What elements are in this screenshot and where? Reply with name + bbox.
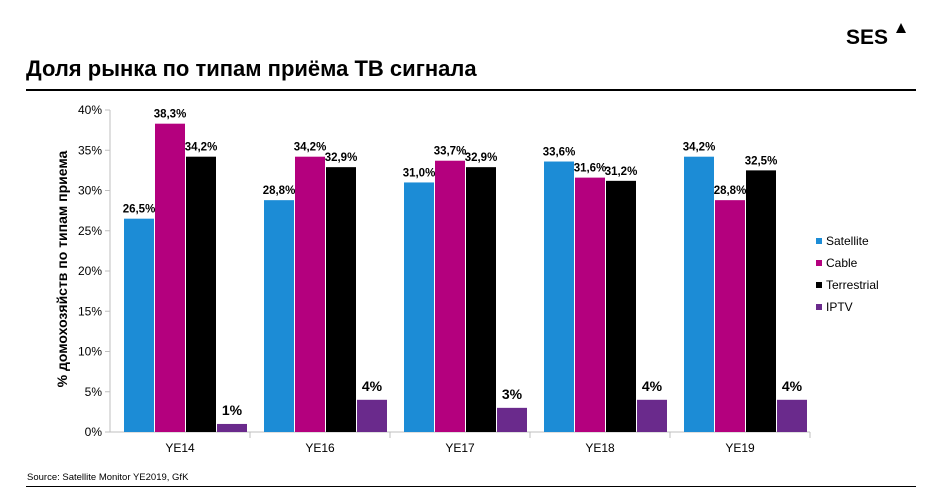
legend-item-iptv: IPTV [816,296,879,318]
data-label: 34,2% [185,142,218,154]
footer-divider [26,486,916,487]
y-tick-label: 5% [85,385,103,399]
x-tick-label: YE19 [725,441,755,455]
data-label: 32,9% [465,152,498,164]
ses-logo: SES [846,26,889,49]
bar-terrestrial-ye19 [746,170,776,432]
bar-terrestrial-ye14 [186,156,216,432]
data-label: 38,3% [154,109,187,121]
y-tick-label: 20% [78,264,102,278]
data-label: 33,7% [434,146,467,158]
data-label: 1% [222,402,243,418]
source-note: Source: Satellite Monitor YE2019, GfK [27,472,189,483]
bar-satellite-ye19 [684,156,714,432]
legend-label: Satellite [826,234,869,248]
bar-cable-ye16 [295,156,325,432]
bar-terrestrial-ye18 [606,180,636,432]
data-label: 31,6% [574,163,607,175]
legend-label: IPTV [826,300,853,314]
legend-swatch [816,238,822,244]
legend-item-terrestrial: Terrestrial [816,274,879,296]
bar-cable-ye17 [435,160,465,432]
data-label: 28,8% [714,185,747,197]
y-tick-label: 0% [85,425,103,439]
bar-terrestrial-ye16 [326,167,356,432]
data-label: 4% [362,378,383,394]
bar-satellite-ye14 [124,218,154,432]
bar-iptv-ye16 [357,399,387,432]
x-tick-label: YE14 [165,441,195,455]
data-label: 28,8% [263,185,296,197]
y-tick-label: 25% [78,224,102,238]
bar-iptv-ye14 [217,423,247,432]
data-label: 32,5% [745,155,778,167]
bar-iptv-ye19 [777,399,807,432]
data-label: 34,2% [294,142,327,154]
bar-satellite-ye16 [264,200,294,432]
data-label: 31,0% [403,167,436,179]
y-tick-label: 15% [78,304,102,318]
page-title: Доля рынка по типам приёма ТВ сигнала [26,56,477,81]
data-label: 26,5% [123,204,156,216]
legend-swatch [816,260,822,266]
legend-item-cable: Cable [816,252,879,274]
x-tick-label: YE16 [305,441,335,455]
legend-item-satellite: Satellite [816,230,879,252]
bar-satellite-ye17 [404,182,434,432]
data-label: 4% [782,378,803,394]
bar-cable-ye18 [575,177,605,432]
bar-iptv-ye18 [637,399,667,432]
bar-cable-ye14 [155,123,185,432]
bar-satellite-ye18 [544,161,574,432]
legend-swatch [816,282,822,288]
bar-terrestrial-ye17 [466,167,496,432]
data-label: 33,6% [543,147,576,159]
data-label: 4% [642,378,663,394]
logo-triangle-icon [896,23,906,33]
bar-cable-ye19 [715,200,745,432]
data-label: 34,2% [683,142,716,154]
data-label: 31,2% [605,166,638,178]
y-tick-label: 10% [78,345,102,359]
data-label: 32,9% [325,152,358,164]
legend-label: Cable [826,256,858,270]
title-divider [26,89,916,91]
x-tick-label: YE17 [445,441,475,455]
bar-iptv-ye17 [497,407,527,432]
legend-swatch [816,304,822,310]
y-tick-label: 30% [78,184,102,198]
x-tick-label: YE18 [585,441,615,455]
y-tick-label: 35% [78,143,102,157]
chart-legend: Satellite Cable Terrestrial IPTV [816,230,879,318]
legend-label: Terrestrial [826,278,879,292]
y-tick-label: 40% [78,103,102,117]
data-label: 3% [502,386,523,402]
